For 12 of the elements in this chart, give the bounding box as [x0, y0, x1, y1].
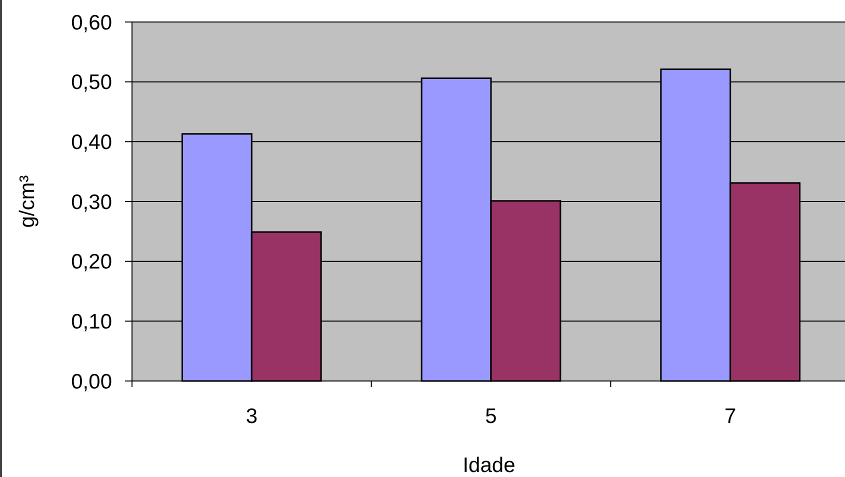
y-tick-label: 0,30 — [71, 190, 112, 214]
y-tick-label: 0,50 — [71, 71, 112, 94]
y-tick-label: 0,20 — [71, 250, 112, 274]
y-axis-title: g/cm³ — [16, 175, 39, 228]
y-tick-label: 0,40 — [71, 131, 112, 154]
x-axis-title: Idade — [462, 454, 516, 477]
y-tick-label: 0,10 — [71, 310, 112, 334]
x-tick-label: 5 — [485, 405, 497, 428]
y-tick-label: 0,00 — [71, 370, 112, 394]
x-tick-label: 3 — [246, 405, 258, 428]
y-tick-label: 0,60 — [71, 11, 112, 34]
x-tick-label: 7 — [724, 405, 736, 428]
